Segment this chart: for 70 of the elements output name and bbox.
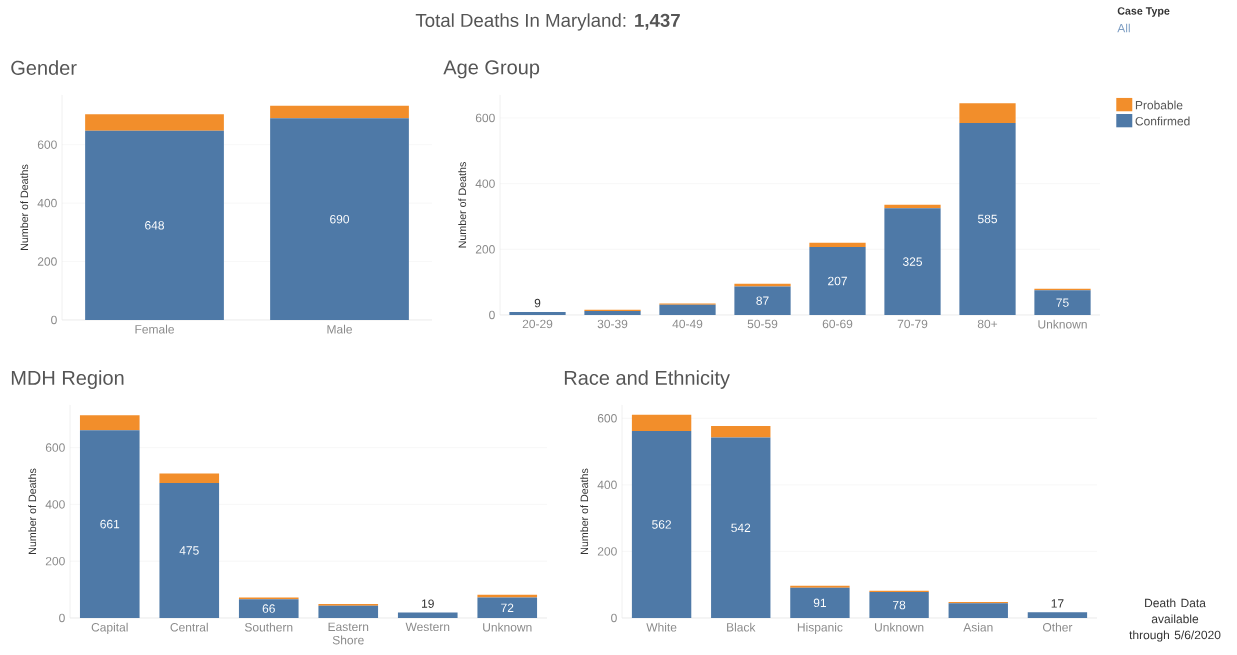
data-label: 661 — [100, 519, 120, 529]
data-label: 475 — [179, 546, 199, 555]
y-tick-label: 200 — [475, 245, 495, 254]
x-tick-label: 20-29 — [522, 319, 553, 329]
y-tick-label: 200 — [45, 556, 65, 566]
x-tick-label: Unknown — [1038, 319, 1087, 329]
x-tick-label: White — [646, 622, 677, 632]
y-tick-label: 400 — [37, 198, 57, 208]
text: Total Deaths In Maryland: 1,437 — [415, 13, 680, 31]
x-tick-label: Central — [170, 622, 208, 632]
y-tick-label: 400 — [45, 500, 65, 509]
y-tick-label: 0 — [51, 315, 57, 325]
data-label: 75 — [1056, 298, 1069, 307]
data-label: 562 — [652, 520, 671, 529]
x-tick-label: Male — [327, 324, 352, 334]
y-tick-label: 200 — [37, 257, 57, 266]
legend-label: Confirmed — [1135, 116, 1190, 126]
y-tick-label: 600 — [37, 140, 57, 149]
x-tick-label: Female — [135, 324, 174, 334]
data-label: 72 — [501, 603, 514, 612]
data-label: 87 — [756, 296, 769, 305]
legend-label: Probable — [1135, 100, 1183, 110]
data-label: 542 — [731, 523, 751, 533]
x-tick-label: Southern — [244, 622, 293, 632]
y-tick-label: 400 — [475, 179, 495, 188]
data-label: 91 — [813, 598, 827, 608]
text: Death Data available through 5/6/2020 — [1129, 598, 1221, 642]
x-tick-label: Eastern Shore — [328, 622, 369, 645]
data-label: 325 — [902, 257, 923, 266]
text: Case Type — [1117, 7, 1170, 17]
x-tick-label: Other — [1042, 622, 1073, 632]
y-axis-title: Number of Deaths — [20, 164, 29, 250]
data-label: 585 — [977, 214, 998, 224]
y-tick-label: 0 — [611, 613, 617, 623]
y-axis-title: Number of Deaths — [458, 162, 467, 248]
y-tick-label: 600 — [45, 443, 65, 452]
x-tick-label: Western — [405, 622, 450, 632]
x-tick-label: 80+ — [977, 319, 998, 329]
x-tick-label: Unknown — [875, 622, 924, 632]
data-label: 207 — [828, 276, 847, 286]
y-tick-label: 200 — [597, 547, 617, 556]
data-label: 19 — [422, 599, 434, 608]
chart-title: Gender — [11, 60, 77, 75]
y-axis-title: Number of Deaths — [28, 468, 37, 554]
y-tick-label: 0 — [489, 310, 495, 320]
y-tick-label: 0 — [59, 613, 65, 623]
x-tick-label: 30-39 — [597, 319, 628, 329]
x-tick-label: Asian — [963, 622, 993, 632]
x-tick-label: 40-49 — [672, 319, 703, 329]
y-tick-label: 400 — [597, 480, 617, 490]
x-tick-label: Unknown — [483, 622, 532, 632]
text: All — [1117, 23, 1130, 33]
chart-title: Age Group — [443, 60, 540, 79]
x-tick-label: 70-79 — [897, 319, 928, 329]
data-label: 66 — [262, 604, 275, 613]
x-tick-label: 50-59 — [747, 319, 778, 329]
x-tick-label: Hispanic — [797, 622, 843, 634]
data-label: 78 — [893, 600, 906, 610]
data-label: 9 — [534, 298, 541, 308]
data-label: 17 — [1051, 599, 1064, 608]
y-tick-label: 600 — [475, 113, 495, 123]
x-tick-label: Black — [727, 622, 756, 632]
x-tick-label: 60-69 — [822, 319, 853, 329]
y-tick-label: 600 — [597, 414, 617, 423]
y-axis-title: Number of Deaths — [580, 468, 589, 554]
chart-title: Race and Ethnicity — [564, 370, 730, 389]
data-label: 648 — [145, 221, 164, 230]
chart-title: MDH Region — [11, 370, 124, 389]
x-tick-label: Capital — [91, 622, 128, 634]
data-label: 690 — [330, 214, 350, 224]
